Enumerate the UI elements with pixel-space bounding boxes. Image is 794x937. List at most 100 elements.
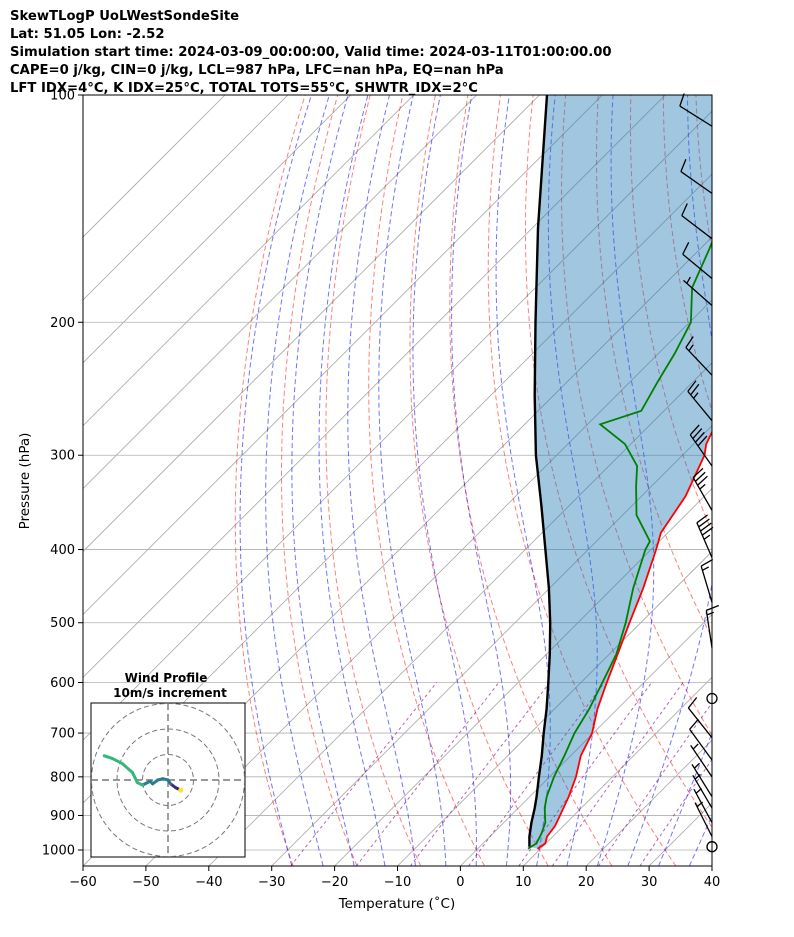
mixing-ratio-line xyxy=(551,682,684,866)
barb-shaft xyxy=(692,774,713,809)
barb-full-flag xyxy=(679,93,685,107)
wind-barb xyxy=(689,424,713,467)
x-tick-label: −10 xyxy=(384,875,411,890)
isotherm-line xyxy=(145,299,712,866)
barb-half-flag xyxy=(703,534,711,540)
moist-adiabat xyxy=(451,95,512,866)
x-tick-label: −40 xyxy=(195,875,222,890)
dewpoint-profile-line xyxy=(527,239,712,850)
barb-full-flag xyxy=(687,380,697,392)
wind-barbs xyxy=(679,93,719,853)
y-tick-label: 700 xyxy=(50,727,75,742)
barb-half-flag xyxy=(692,743,699,750)
barb-shaft xyxy=(693,788,713,823)
isotherm-line xyxy=(83,95,666,678)
y-tick-label: 400 xyxy=(50,543,75,558)
y-tick-label: 1000 xyxy=(42,844,75,859)
isotherm-line xyxy=(83,95,226,238)
x-tick-label: 30 xyxy=(641,875,658,890)
chart-header: SkewTLogP UoLWestSondeSite Lat: 51.05 Lo… xyxy=(10,8,612,98)
y-tick-label: 800 xyxy=(50,770,75,785)
y-tick-label: 500 xyxy=(50,616,75,631)
x-axis-title: Temperature (˚C) xyxy=(338,895,456,912)
dry-adiabat xyxy=(524,95,712,829)
barb-shaft xyxy=(689,728,713,761)
barb-shaft xyxy=(683,279,713,306)
x-tick-label: −60 xyxy=(69,875,96,890)
chart-title: SkewTLogP UoLWestSondeSite xyxy=(10,9,240,24)
barb-shaft xyxy=(687,390,713,422)
dry-adiabat xyxy=(761,95,794,866)
x-tick-label: 40 xyxy=(704,875,721,890)
x-tick-label: −30 xyxy=(258,875,285,890)
wind-barb xyxy=(694,801,713,837)
hodograph-inset: Wind Profile 10m/s increment xyxy=(90,671,246,858)
isotherm-line xyxy=(83,95,477,490)
moist-adiabat xyxy=(412,95,477,866)
dry-adiabat xyxy=(729,95,794,866)
wind-barb xyxy=(680,158,713,194)
barb-shaft xyxy=(681,215,713,240)
barb-full-flag xyxy=(706,604,719,611)
barb-shaft xyxy=(700,565,713,603)
moist-adiabat xyxy=(547,95,598,866)
barb-full-flag xyxy=(701,526,714,536)
barb-shaft xyxy=(689,434,713,467)
wind-barb xyxy=(705,604,719,649)
y-tick-label: 300 xyxy=(50,449,75,464)
dry-adiabat xyxy=(281,95,358,866)
barb-half-flag xyxy=(693,392,699,399)
barb-full-flag xyxy=(696,514,708,524)
wind-barb xyxy=(687,697,713,739)
barb-half-flag xyxy=(688,344,694,352)
barb-half-flag xyxy=(696,801,704,808)
barb-shaft xyxy=(687,707,713,739)
wind-barb xyxy=(693,788,713,823)
isotherm-line xyxy=(208,362,712,866)
hodograph-trace xyxy=(120,761,134,774)
wind-barb xyxy=(682,242,713,279)
hodograph-trace xyxy=(110,756,124,765)
barb-shaft xyxy=(691,764,713,798)
barb-full-flag xyxy=(694,471,706,482)
time-line: Simulation start time: 2024-03-09_00:00:… xyxy=(10,45,612,60)
adiabat-lines xyxy=(234,95,794,866)
barb-shaft xyxy=(705,610,713,649)
barb-half-flag xyxy=(702,566,710,571)
isotherm-line xyxy=(83,95,289,301)
barb-full-flag xyxy=(689,718,699,730)
barb-full-flag xyxy=(700,558,714,567)
mixing-ratio-line xyxy=(468,682,605,866)
barb-shaft xyxy=(682,253,713,279)
y-tick-label: 900 xyxy=(50,809,75,824)
wind-barb xyxy=(700,558,714,603)
x-tick-label: −20 xyxy=(321,875,348,890)
dry-adiabat xyxy=(662,95,712,413)
isotherm-line xyxy=(83,110,712,741)
barb-full-flag xyxy=(692,428,703,439)
barb-full-flag xyxy=(681,203,688,216)
moist-adiabat xyxy=(627,95,712,866)
wind-barb xyxy=(692,773,713,809)
barb-shaft xyxy=(696,522,713,558)
hodograph-ring xyxy=(91,703,245,857)
moist-adiabat xyxy=(378,95,447,866)
barb-full-flag xyxy=(682,242,690,255)
wind-barb xyxy=(706,692,718,705)
barb-half-flag xyxy=(699,483,706,490)
wind-barb xyxy=(706,841,718,853)
wind-barb xyxy=(679,93,713,127)
y-tick-label: 600 xyxy=(50,676,75,691)
barb-full-flag xyxy=(697,475,708,486)
y-tick-label: 200 xyxy=(50,316,75,331)
profile-lines xyxy=(527,95,712,850)
isotherm-line xyxy=(711,865,712,866)
isotherm-line xyxy=(83,95,603,615)
barb-full-flag xyxy=(689,424,700,436)
barb-shaft xyxy=(692,477,713,511)
moist-adiabat xyxy=(596,95,655,866)
moist-adiabat xyxy=(347,95,416,866)
wind-barb xyxy=(691,762,713,798)
hodograph-trace xyxy=(102,754,114,760)
isotherm-line xyxy=(83,95,540,553)
